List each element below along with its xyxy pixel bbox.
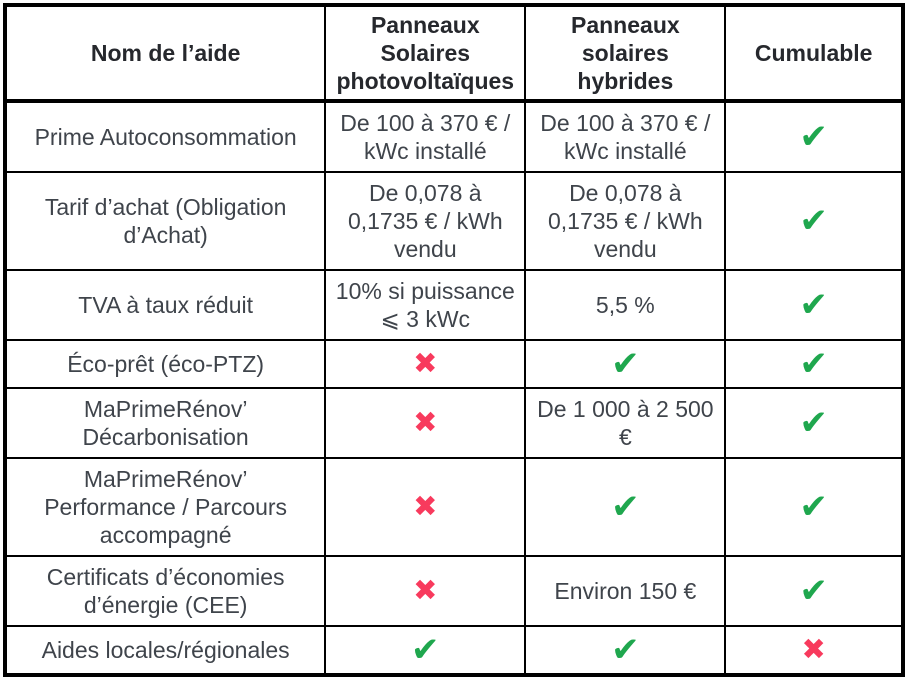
- column-header-aid-name: Nom de l’aide: [3, 4, 327, 103]
- aid-name-cell: TVA à taux réduit: [3, 269, 327, 341]
- pv-value-cell: ✖: [324, 457, 527, 557]
- check-icon: ✔: [799, 572, 828, 610]
- hybrid-value-cell: De 0,078 à 0,1735 € / kWh vendu: [524, 171, 727, 271]
- table-row: MaPrimeRénov’ Performance / Parcours acc…: [3, 457, 904, 557]
- cross-icon: ✖: [413, 575, 438, 607]
- column-header-pv-panels: Panneaux Solaires photovoltaïques: [324, 4, 527, 103]
- hybrid-value-cell: De 1 000 à 2 500 €: [524, 387, 727, 459]
- aid-name-cell: MaPrimeRénov’ Décarbonisation: [3, 387, 327, 459]
- check-icon: ✔: [799, 404, 828, 442]
- aid-name-cell: Certificats d’économies d’énergie (CEE): [3, 555, 327, 627]
- check-icon: ✔: [799, 488, 828, 526]
- pv-value-cell: ✖: [324, 555, 527, 627]
- check-icon: ✔: [799, 345, 828, 383]
- hybrid-value-cell: ✔: [524, 339, 727, 389]
- table-row: Prime Autoconsommation De 100 à 370 € / …: [3, 100, 904, 173]
- hybrid-value-cell: ✔: [524, 625, 727, 676]
- hybrid-value-cell: De 100 à 370 € / kWc installé: [524, 100, 727, 173]
- check-icon: ✔: [411, 631, 440, 669]
- pv-value-cell: ✖: [324, 339, 527, 389]
- cumulable-value-cell: ✔: [724, 457, 904, 557]
- hybrid-value-cell: ✔: [524, 457, 727, 557]
- table-row: Aides locales/régionales ✔ ✔ ✖: [3, 625, 904, 676]
- cumulable-value-cell: ✔: [724, 100, 904, 173]
- table-row: TVA à taux réduit 10% si puissance ⩽ 3 k…: [3, 269, 904, 341]
- table-row: Éco-prêt (éco-PTZ) ✖ ✔ ✔: [3, 339, 904, 389]
- check-icon: ✔: [799, 286, 828, 324]
- aid-name-cell: Prime Autoconsommation: [3, 100, 327, 173]
- header-row: Nom de l’aide Panneaux Solaires photovol…: [3, 4, 904, 103]
- check-icon: ✔: [799, 202, 828, 240]
- table-row: Tarif d’achat (Obligation d’Achat) De 0,…: [3, 171, 904, 271]
- column-header-hybrid-panels: Panneaux solaires hybrides: [524, 4, 727, 103]
- cross-icon: ✖: [413, 407, 438, 439]
- pv-value-cell: De 0,078 à 0,1735 € / kWh vendu: [324, 171, 527, 271]
- column-header-cumulable: Cumulable: [724, 4, 904, 103]
- aids-comparison-table: Nom de l’aide Panneaux Solaires photovol…: [3, 3, 905, 677]
- check-icon: ✔: [611, 488, 640, 526]
- aid-name-cell: Aides locales/régionales: [3, 625, 327, 676]
- cumulable-value-cell: ✔: [724, 339, 904, 389]
- pv-value-cell: ✔: [324, 625, 527, 676]
- cross-icon: ✖: [413, 348, 438, 380]
- aid-name-cell: Éco-prêt (éco-PTZ): [3, 339, 327, 389]
- check-icon: ✔: [611, 631, 640, 669]
- cumulable-value-cell: ✔: [724, 171, 904, 271]
- table-row: MaPrimeRénov’ Décarbonisation ✖ De 1 000…: [3, 387, 904, 459]
- cumulable-value-cell: ✔: [724, 387, 904, 459]
- check-icon: ✔: [799, 118, 828, 156]
- pv-value-cell: 10% si puissance ⩽ 3 kWc: [324, 269, 527, 341]
- cumulable-value-cell: ✔: [724, 269, 904, 341]
- pv-value-cell: De 100 à 370 € / kWc installé: [324, 100, 527, 173]
- cumulable-value-cell: ✖: [724, 625, 904, 676]
- aid-name-cell: Tarif d’achat (Obligation d’Achat): [3, 171, 327, 271]
- hybrid-value-cell: 5,5 %: [524, 269, 727, 341]
- table-row: Certificats d’économies d’énergie (CEE) …: [3, 555, 904, 627]
- pv-value-cell: ✖: [324, 387, 527, 459]
- check-icon: ✔: [611, 345, 640, 383]
- aid-name-cell: MaPrimeRénov’ Performance / Parcours acc…: [3, 457, 327, 557]
- cross-icon: ✖: [413, 491, 438, 523]
- table-body: Prime Autoconsommation De 100 à 370 € / …: [3, 100, 904, 676]
- hybrid-value-cell: Environ 150 €: [524, 555, 727, 627]
- cumulable-value-cell: ✔: [724, 555, 904, 627]
- cross-icon: ✖: [801, 634, 826, 666]
